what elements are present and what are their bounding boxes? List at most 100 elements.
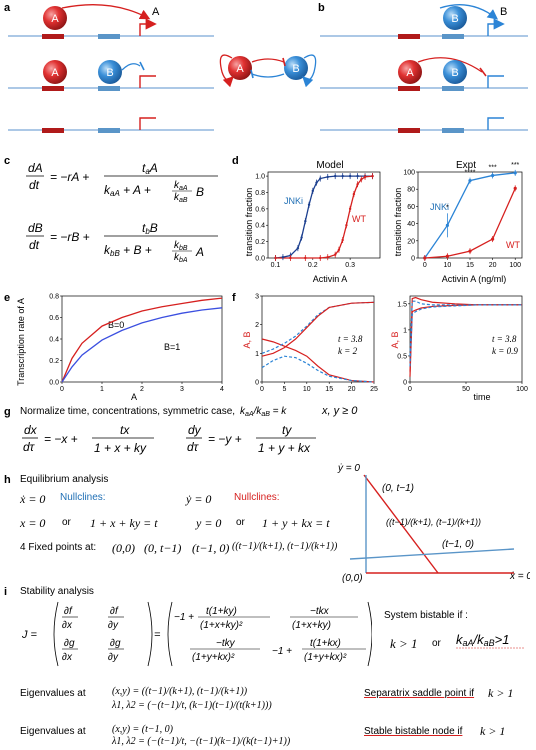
x-tick-label: 0 (260, 386, 264, 393)
series-jnki-line (424, 172, 516, 259)
series-wt-point (337, 248, 341, 252)
panel-c-equations: dA dt = −rA + taA kaA + A + kaA kaB B dB d… (26, 161, 218, 264)
svg-text:taA: taA (142, 161, 158, 176)
series-jnki-point (326, 175, 329, 179)
svg-text:tbB: tbB (142, 221, 158, 236)
series-jnki-point (468, 179, 472, 183)
chart-d-label-wt-expt: WT (506, 240, 520, 250)
node-A-ball (43, 6, 67, 30)
eig-values-1: λ1, λ2 = (−(t−1)/t, (k−1)(t−1)/(t(k+1))) (112, 700, 272, 711)
y-tick-label: 60 (407, 204, 415, 211)
svg-text:dt: dt (29, 178, 40, 192)
svg-text:kaA + A +: kaA + A + (104, 183, 151, 198)
x-tick-label: 15 (325, 386, 333, 393)
series-jnki-point (445, 223, 449, 227)
x-tick-label: 20 (489, 262, 497, 269)
jacobian-matrix: J = ∂f ∂x ∂f ∂y ∂g ∂x ∂g ∂y = −1 + t(1+ky) (… (21, 601, 372, 667)
panel-label-g: g (4, 406, 11, 418)
panel-h-or1: or (62, 517, 71, 528)
svg-text:∂x: ∂x (62, 652, 73, 663)
significance-stars: **** (465, 170, 476, 177)
svg-text:−1 +: −1 + (272, 646, 292, 657)
y-tick-label: 20 (407, 238, 415, 245)
y-tick-label: 1 (403, 327, 407, 334)
series-wt-point (356, 183, 359, 186)
repression-arrow-b (417, 57, 483, 73)
x-tick-label: 1 (100, 386, 104, 393)
panels-ab-diagram: A A B B A B A B A B (8, 4, 528, 133)
svg-text:dB: dB (28, 221, 43, 235)
svg-text:ty: ty (282, 423, 292, 437)
y-tick-label: 0.2 (255, 239, 265, 246)
svg-text:B: B (292, 63, 299, 75)
panel-h-fp3: (t−1, 0) (192, 541, 230, 555)
svg-text:kaA/kaB = k: kaA/kaB = k (240, 406, 287, 418)
series-jnki-point (296, 246, 300, 250)
series-wt-point (304, 256, 307, 260)
series-wt-point (491, 237, 495, 241)
svg-text:kaA/kaB>1: kaA/kaB>1 (456, 632, 509, 648)
svg-text:−tky: −tky (216, 638, 236, 649)
y-tick-label: 3 (255, 294, 259, 301)
axes-frame (61, 295, 223, 383)
panel-label-c: c (4, 155, 11, 167)
eig-values-2: λ1, λ2 = (−(t−1)/t, −(t−1)(k−1)/(k(t−1)+… (112, 736, 291, 747)
series-jnki-point (356, 174, 359, 178)
bistable-cond1: k > 1 (390, 636, 418, 651)
x-tick-label: 25 (370, 386, 378, 393)
panel-h-xdot: ẋ = 0 (20, 492, 46, 506)
series-wt-point (341, 238, 344, 242)
series-jnki-point (300, 236, 303, 239)
chart-d-label-jnki: JNKi (284, 196, 303, 206)
x-tick-label: 100 (516, 386, 528, 393)
panel-label-i: i (4, 586, 8, 598)
series-wt-point (326, 255, 329, 259)
panel-h-fp-label: 4 Fixed points at: (20, 542, 97, 553)
svg-text:∂x: ∂x (62, 620, 73, 631)
y-tick-label: 0.6 (255, 206, 265, 213)
y-tick-label: 0.2 (49, 358, 59, 365)
series-jnki-point (307, 203, 311, 206)
svg-text:B: B (451, 13, 458, 25)
panel-label-a: a (4, 2, 11, 14)
gene-label-B: B (500, 6, 507, 18)
series-A1-line (261, 338, 375, 383)
series-wt-point (319, 256, 322, 260)
chart-d: Model Expt transition fraction transitio… (244, 160, 523, 284)
svg-text:kbA: kbA (174, 252, 188, 264)
eig-label-2: Eigenvalues at (20, 726, 86, 737)
series-jnki-point (315, 181, 318, 184)
x-tick-label: 4 (220, 386, 224, 393)
svg-text:−tkx: −tkx (310, 606, 330, 617)
series-jnki-point (334, 174, 337, 178)
series-b0-line (61, 297, 223, 383)
svg-text:(1+y+kx)²: (1+y+kx)² (192, 652, 235, 663)
y-tick-label: 0.8 (255, 190, 265, 197)
series-wt-point (445, 254, 449, 258)
svg-text:t(1+kx): t(1+kx) (310, 638, 341, 649)
svg-text:dx: dx (24, 423, 38, 437)
series-wt-point (334, 253, 337, 256)
x-tick-label: 5 (282, 386, 286, 393)
ball-label-A1: A (51, 13, 59, 25)
y-tick-label: 0 (403, 380, 407, 387)
y-tick-label: 1.5 (397, 301, 407, 308)
series-wt-point (274, 256, 277, 260)
ball-letters: A A B B A B A B (51, 13, 458, 79)
svg-text:A: A (236, 63, 244, 75)
chart-e-plot: 0 1 2 3 4 0.0 0.2 0.4 0.6 0.8 (49, 294, 224, 394)
svg-text:∂y: ∂y (108, 620, 119, 631)
svg-text:kbB + B +: kbB + B + (104, 243, 152, 258)
chart-f-plot-2: 0 50 100 0 0.5 1 1.5 (397, 295, 528, 393)
svg-text:dτ: dτ (23, 440, 36, 454)
chart-d-model-title: Model (316, 160, 343, 171)
series-wt-point (423, 256, 427, 260)
x-tick-label: 0 (423, 262, 427, 269)
panel-g-intro: Normalize time, concentrations, symmetri… (20, 406, 236, 417)
svg-text:dy: dy (188, 423, 202, 437)
panel-h-fp2: (0, t−1) (144, 541, 182, 555)
chart-f-plot-1: 0 5 10 15 20 25 0 1 2 3 (255, 294, 378, 394)
series-wt-point (352, 192, 356, 196)
panel-h-y0: y = 0 (196, 516, 222, 530)
